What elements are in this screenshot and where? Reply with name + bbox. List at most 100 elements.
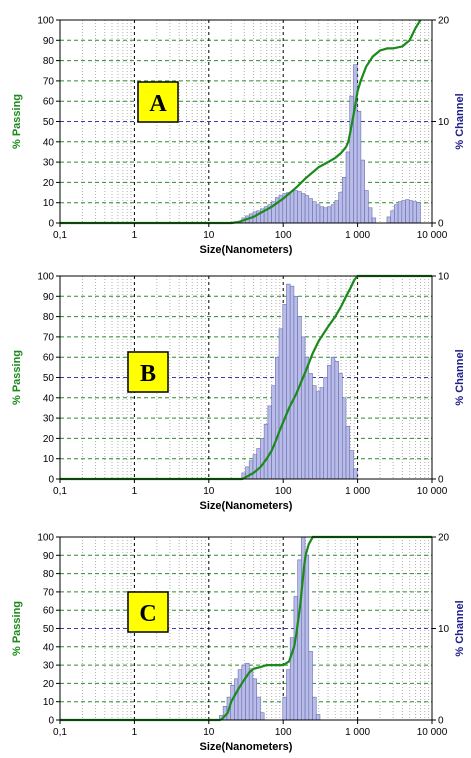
panel-badge: A (137, 81, 179, 123)
y-left-tick-label: 20 (43, 434, 55, 445)
x-tick-label: 1 000 (345, 486, 370, 497)
passing-line (60, 535, 432, 722)
histogram-bar (327, 365, 332, 480)
x-tick-label: 10 000 (417, 727, 448, 738)
y-right-tick-label: 20 (438, 16, 450, 27)
y-left-tick-label: 60 (43, 353, 55, 364)
y-left-tick-label: 20 (43, 178, 55, 189)
histogram-bar (330, 356, 336, 480)
y-left-tick-label: 70 (43, 587, 55, 598)
y-left-tick-label: 90 (43, 292, 55, 303)
x-tick-label: 1 (132, 486, 138, 497)
histogram-bar (297, 191, 302, 224)
histogram-bar (416, 202, 421, 224)
y-left-tick-label: 100 (37, 533, 54, 544)
y-left-tick-label: 0 (48, 219, 54, 230)
histogram-bar (327, 206, 332, 224)
histogram-bar (252, 678, 258, 721)
y-right-tick-label: 10 (438, 117, 450, 128)
histogram-bar (237, 669, 243, 721)
y-left-tick-label: 10 (43, 454, 55, 465)
x-axis: 0,1 1 10 100 1 000 10 000 (53, 479, 448, 497)
histogram-bar (386, 216, 391, 224)
x-tick-label: 1 000 (345, 727, 370, 738)
histogram-bar (349, 450, 354, 480)
y-left-tick-label: 10 (43, 697, 55, 708)
histogram-bar (353, 64, 358, 224)
y-left-tick-label: 40 (43, 393, 55, 404)
x-tick-label: 10 (203, 486, 215, 497)
histogram-bar (412, 201, 418, 224)
y-right-tick-label: 0 (438, 219, 444, 230)
histogram-bar (267, 405, 272, 480)
passing-line (60, 19, 422, 225)
histogram-bar (248, 668, 254, 721)
y-left-tick-label: 0 (48, 716, 54, 727)
panel-badge-box (137, 81, 179, 123)
histogram-bar (312, 696, 317, 721)
y-axis-left: 0 10 20 30 40 50 60 70 80 90 100 (37, 16, 60, 230)
histogram-bar (293, 190, 298, 224)
y-left-tick-label: 90 (43, 551, 55, 562)
y-right-tick-label: 0 (438, 716, 444, 727)
x-tick-label: 0,1 (53, 486, 67, 497)
histogram-bar (293, 596, 298, 721)
x-axis-title: Size(Nanometers) (200, 500, 293, 512)
y-left-tick-label: 0 (48, 475, 54, 486)
x-tick-label: 10 000 (417, 230, 448, 241)
histogram-bar (315, 391, 321, 480)
histogram-bar (293, 295, 298, 480)
y-left-tick-label: 20 (43, 679, 55, 690)
histogram-bar (323, 377, 328, 480)
y-left-tick-label: 50 (43, 373, 55, 384)
histogram-bar (334, 200, 339, 224)
histogram-bar (271, 385, 276, 480)
y-left-tick-label: 80 (43, 56, 55, 67)
passing-line (60, 274, 432, 481)
x-axis-title: Size(Nanometers) (200, 741, 293, 753)
histogram-bar (263, 423, 269, 480)
y-right-title: % Channel (454, 349, 466, 405)
x-axis: 0,1 1 10 100 1 000 10 000 (53, 223, 448, 241)
histogram-bar (304, 195, 310, 224)
panel-badge-label: B (140, 361, 156, 387)
histogram-bar (286, 192, 291, 224)
histogram-bar (308, 198, 313, 224)
y-left-tick-label: 70 (43, 332, 55, 343)
panel-badge: B (127, 351, 169, 393)
histogram-bar (397, 201, 403, 224)
x-tick-label: 1 (132, 230, 138, 241)
histogram-bar (278, 328, 284, 480)
histogram-bar (260, 712, 265, 721)
y-left-tick-label: 80 (43, 569, 55, 580)
histogram-bar (356, 111, 362, 224)
x-tick-label: 0,1 (53, 230, 67, 241)
y-axis-right: 0 10 20 (432, 533, 450, 727)
y-left-tick-label: 50 (43, 117, 55, 128)
histogram-bar (286, 669, 291, 721)
histogram-bar (308, 651, 313, 721)
histogram-bar (297, 316, 302, 480)
y-left-tick-label: 80 (43, 312, 55, 323)
x-tick-label: 100 (275, 486, 292, 497)
histogram-bar (371, 217, 377, 224)
y-right-tick-label: 0 (438, 475, 444, 486)
histogram-bar (301, 193, 306, 224)
histogram-bar (341, 177, 347, 224)
histogram-bar (330, 204, 336, 224)
histogram-bar (315, 204, 321, 224)
histogram-bar (405, 199, 410, 224)
y-left-tick-label: 30 (43, 414, 55, 425)
histogram-bar (297, 559, 302, 721)
histogram-bar (338, 373, 343, 480)
histogram-bar (252, 454, 258, 480)
panel-badge: C (127, 591, 169, 633)
x-axis: 0,1 1 10 100 1 000 10 000 (53, 720, 448, 738)
y-left-tick-label: 70 (43, 76, 55, 87)
y-right-tick-label: 10 (438, 272, 450, 283)
histogram-bar (256, 448, 261, 480)
histogram-bar (319, 387, 324, 480)
histogram-bar (289, 191, 295, 224)
histogram-bar (308, 373, 313, 480)
